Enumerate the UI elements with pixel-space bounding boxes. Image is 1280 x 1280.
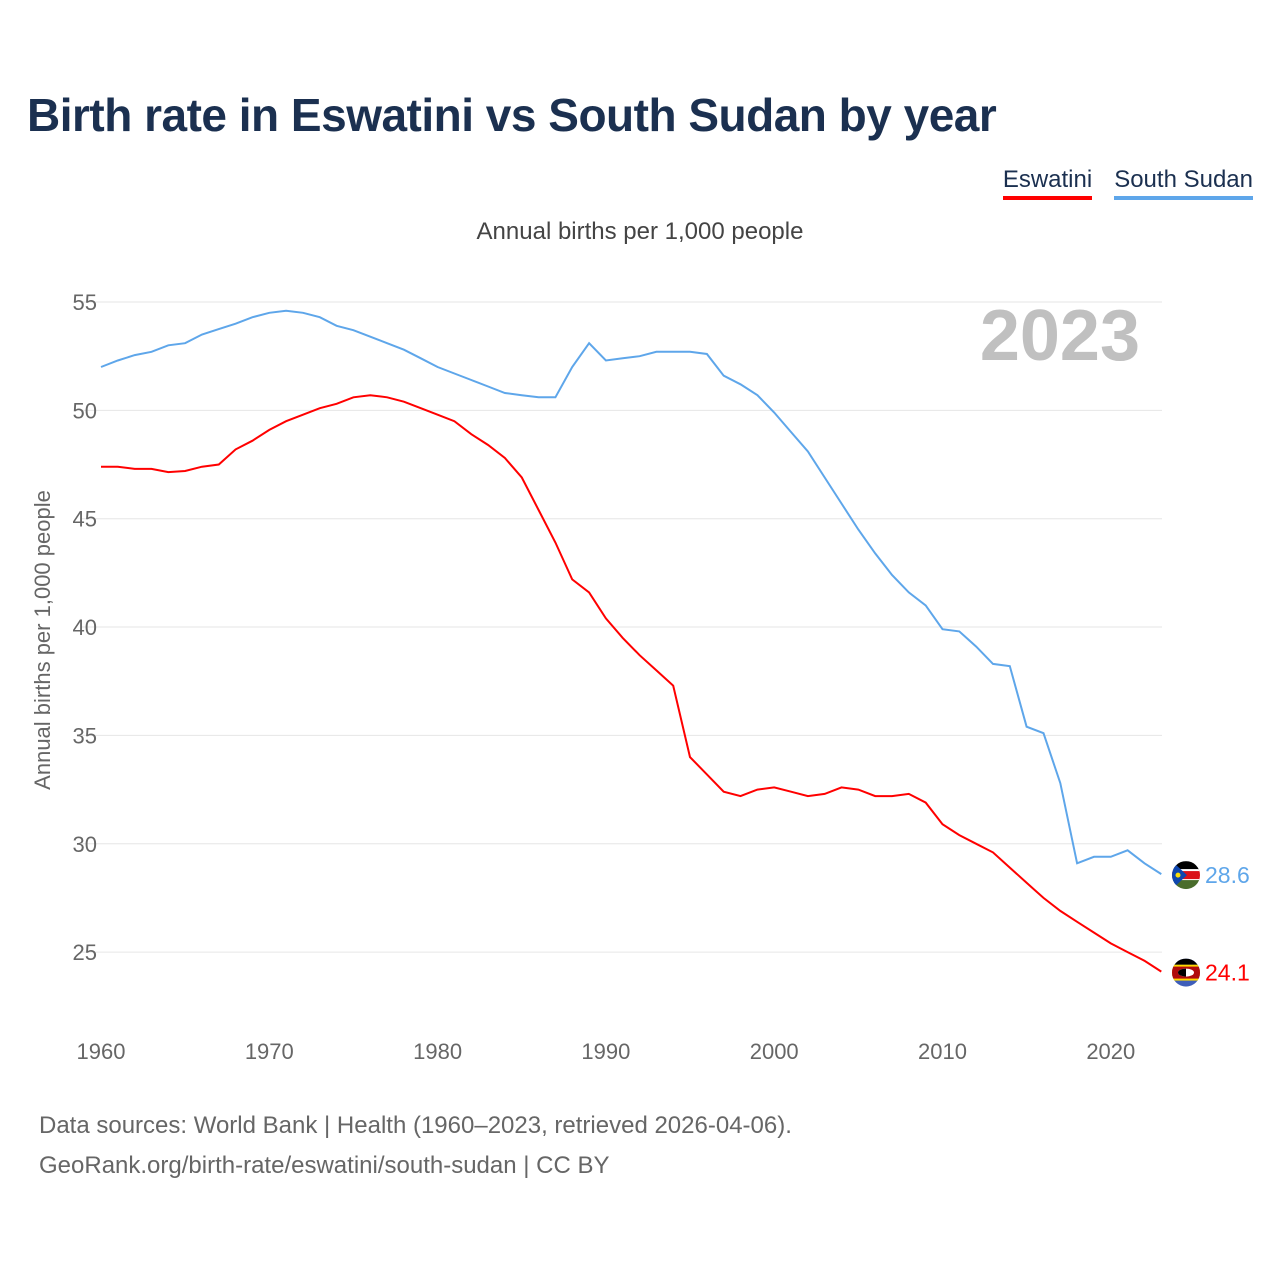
legend-eswatini[interactable]: Eswatini <box>1002 166 1093 200</box>
series-line-south-sudan <box>100 309 1162 875</box>
x-tick-label: 1990 <box>581 1039 630 1064</box>
south-sudan-flag-icon <box>1172 861 1200 890</box>
y-tick-label: 25 <box>73 940 97 965</box>
x-tick-label: 2000 <box>750 1039 799 1064</box>
legend: Eswatini South Sudan <box>1002 166 1253 200</box>
x-tick-label: 1980 <box>413 1039 462 1064</box>
chart-title: Birth rate in Eswatini vs South Sudan by… <box>27 89 997 141</box>
end-value-label: 24.1 <box>1205 960 1250 986</box>
chart-subtitle: Annual births per 1,000 people <box>476 218 804 245</box>
series-line-eswatini <box>101 394 1162 973</box>
y-tick-label: 55 <box>73 290 97 315</box>
eswatini-flag-icon <box>1172 958 1200 987</box>
y-tick-label: 40 <box>73 615 97 640</box>
x-tick-label: 2020 <box>1086 1039 1135 1064</box>
y-tick-label: 45 <box>73 507 97 532</box>
source-text: Data sources: World Bank | Health (1960–… <box>39 1112 792 1139</box>
legend-south-sudan[interactable]: South Sudan <box>1114 166 1253 200</box>
footer: Data sources: World Bank | Health (1960–… <box>39 1106 792 1186</box>
y-axis-label: Annual births per 1,000 people <box>30 490 55 790</box>
x-tick-label: 2010 <box>918 1039 967 1064</box>
x-tick-label: 1970 <box>245 1039 294 1064</box>
year-watermark: 2023 <box>980 296 1140 376</box>
y-tick-label: 30 <box>73 832 97 857</box>
source-link[interactable]: GeoRank.org/birth-rate/eswatini/south-su… <box>39 1152 610 1179</box>
y-tick-label: 35 <box>73 723 97 748</box>
x-tick-label: 1960 <box>77 1039 126 1064</box>
y-tick-label: 50 <box>73 398 97 423</box>
end-value-label: 28.6 <box>1205 862 1250 888</box>
